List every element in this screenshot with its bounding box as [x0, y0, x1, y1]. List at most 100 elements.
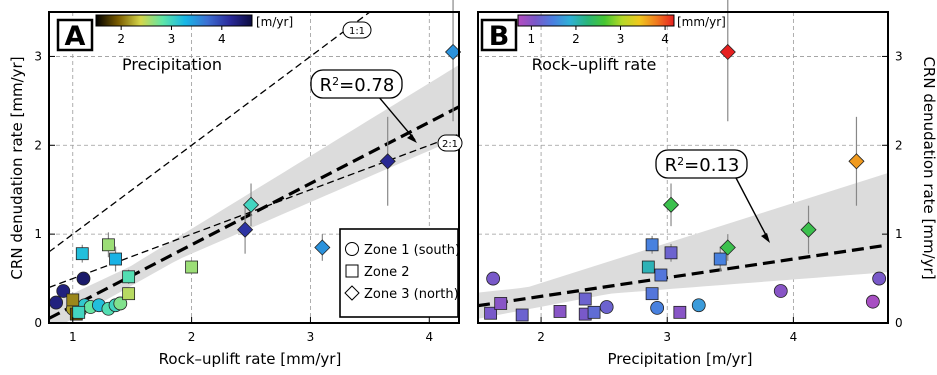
data-point-diamond	[848, 153, 865, 170]
panel-a-colorbar-unit: [m/yr]	[256, 15, 293, 29]
data-point-square	[122, 287, 136, 301]
data-point-circle	[486, 271, 501, 286]
panel-a-ticks: 1 2 3 4 0 1 2 3	[34, 49, 433, 344]
x-tick-label: 2	[537, 330, 545, 344]
panel-b-colorbar-title: Rock–uplift rate	[532, 55, 657, 74]
data-point-square	[645, 287, 659, 301]
data-point-square	[185, 260, 199, 274]
colorbar-tick-label: 4	[661, 32, 669, 46]
x-tick-label: 4	[425, 330, 433, 344]
y-tick-label: 2	[34, 138, 42, 152]
data-point-square	[673, 305, 687, 319]
panel-b-r2-pointer	[734, 175, 769, 240]
data-point-diamond	[719, 43, 736, 61]
x-tick-label: 3	[307, 330, 315, 344]
legend-zone-3: Zone 3 (north)	[364, 287, 459, 302]
data-point-square	[66, 293, 80, 307]
data-point-square	[122, 270, 136, 284]
data-point-circle	[872, 271, 887, 286]
panel-b-r2-text: R2=0.13	[665, 155, 740, 177]
y-tick-label: 0	[34, 316, 42, 330]
panel-a-label: A	[65, 21, 86, 52]
ref-label-2to1: 2:1	[442, 139, 458, 150]
data-point-square	[654, 268, 668, 282]
y-tick-label: 0	[895, 316, 903, 330]
panel-a-regression-line	[49, 105, 459, 320]
panel-b-colorbar-unit: [mm/yr]	[677, 15, 726, 29]
panel-b-confidence-band	[478, 173, 888, 319]
panel-b-label: B	[489, 21, 510, 52]
panel-a-colorbar	[95, 14, 253, 27]
panel-a-xlabel: Rock–uplift rate [mm/yr]	[159, 350, 342, 368]
ref-label-1to1-box	[342, 21, 372, 39]
panel-a-colorbar-ticks: 2 3 4	[117, 26, 226, 46]
panel-a-legend: Zone 1 (south) Zone 2 Zone 3 (north)	[339, 228, 460, 318]
panel-a-r2-box	[310, 69, 403, 99]
colorbar-tick-label: 3	[617, 32, 625, 46]
data-point-square	[494, 297, 508, 310]
data-point-diamond	[237, 221, 254, 238]
panel-a-r2-text: R2=0.78	[320, 75, 395, 97]
data-point-circle	[113, 296, 128, 311]
legend-diamond-marker	[344, 285, 360, 301]
data-point-square	[515, 308, 529, 322]
data-point-square	[484, 306, 498, 320]
data-point-square	[713, 252, 727, 266]
colorbar-tick-label: 2	[117, 32, 125, 46]
data-point-diamond	[314, 239, 331, 256]
panel-b-points	[484, 0, 887, 322]
colorbar-tick-label: 3	[168, 32, 176, 46]
colorbar-tick-label: 4	[218, 32, 226, 46]
panel-b-frame	[477, 11, 889, 324]
legend-zone-2: Zone 2	[364, 265, 410, 280]
data-point-diamond	[379, 153, 396, 170]
data-point-diamond	[800, 221, 817, 238]
data-point-diamond	[662, 196, 680, 213]
data-point-circle	[650, 300, 665, 315]
panel-a-r2-pointer	[377, 95, 416, 141]
data-point-circle	[49, 295, 64, 310]
data-point-square	[102, 238, 115, 252]
data-point-square	[587, 305, 601, 319]
colorbar-tick-label: 2	[572, 32, 580, 46]
panel-b-r2-box	[655, 149, 748, 179]
data-point-square	[645, 238, 659, 252]
x-tick-label: 1	[69, 330, 77, 344]
panel-a-points	[49, 0, 462, 321]
y-tick-label: 1	[895, 227, 903, 241]
data-point-square	[553, 305, 567, 318]
y-tick-label: 3	[34, 49, 42, 63]
panel-b-ticks: 2 3 4 0 1 2 3	[537, 49, 902, 344]
y-tick-label: 1	[34, 227, 42, 241]
panel-b-colorbar	[517, 14, 675, 27]
y-tick-label: 3	[895, 49, 903, 63]
panel-a-r2-arrowhead	[407, 134, 417, 143]
data-point-circle	[76, 271, 91, 286]
data-point-circle	[865, 294, 880, 309]
data-point-square	[664, 246, 678, 260]
panel-b-colorbar-ticks: 1 2 3 4	[528, 26, 669, 46]
data-point-square	[109, 252, 122, 266]
data-point-square	[578, 292, 592, 306]
x-tick-label: 2	[188, 330, 196, 344]
legend-circle-marker	[345, 242, 359, 256]
ref-label-2to1-box	[437, 134, 463, 152]
panel-b-xlabel: Precipitation [m/yr]	[608, 350, 753, 368]
data-point-square	[641, 260, 655, 274]
legend-box	[339, 228, 459, 318]
data-point-diamond	[242, 196, 260, 213]
panel-a: 1 2 3 4 0 1 2 3 A [m/yr] 2 3 4 Precipitation R2=0…	[8, 0, 463, 368]
panel-b-regression-line	[478, 243, 888, 308]
panel-b-r2-arrowhead	[761, 233, 770, 243]
data-point-square	[72, 305, 86, 319]
legend-zone-1: Zone 1 (south)	[364, 243, 460, 258]
data-point-circle	[773, 284, 788, 298]
panel-a-ylabel: CRN denudation rate [mm/yr]	[8, 56, 26, 279]
panel-b-label-box	[480, 18, 518, 52]
data-point-square	[75, 247, 89, 261]
panel-a-frame	[48, 11, 460, 324]
data-point-circle	[599, 300, 614, 314]
colorbar-tick-label: 1	[528, 32, 536, 46]
x-tick-label: 3	[663, 330, 671, 344]
